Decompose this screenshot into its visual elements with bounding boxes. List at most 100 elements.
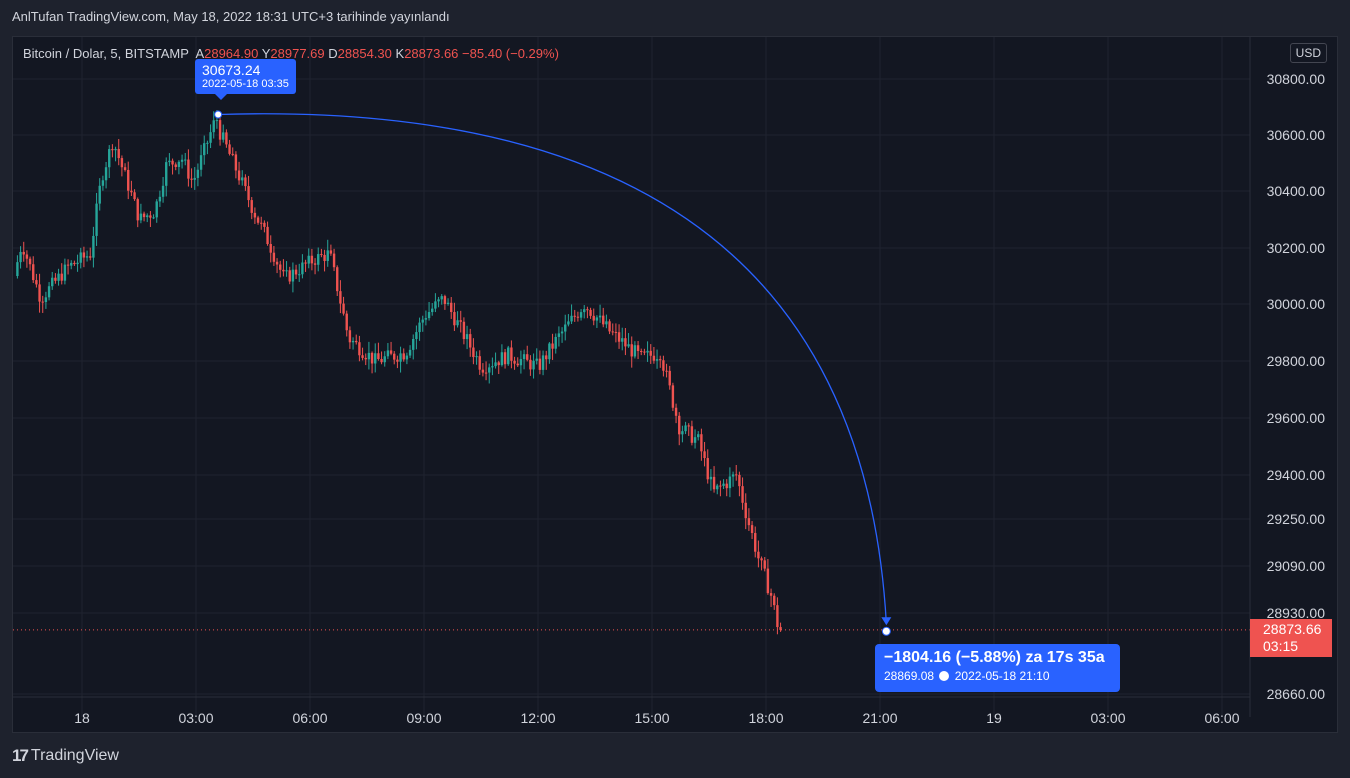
candle-body — [526, 354, 529, 360]
measure-result-box[interactable]: −1804.16 (−5.88%) za 17s 35a 28869.08 20… — [875, 644, 1120, 692]
candle-body — [253, 212, 257, 218]
candle-body — [269, 244, 272, 253]
candle-body — [478, 356, 481, 370]
x-tick-label: 18:00 — [748, 710, 783, 726]
candle-body — [731, 474, 735, 477]
high-price-date: 2022-05-18 03:35 — [202, 78, 289, 91]
candle-body — [275, 261, 279, 265]
candle-body — [399, 353, 402, 362]
candle-body — [165, 162, 168, 186]
candle-body — [60, 273, 63, 281]
candle-body — [649, 350, 652, 356]
y-tick-label: 30400.00 — [1267, 183, 1326, 199]
candle-body — [633, 345, 637, 357]
measure-price: 28869.08 — [884, 669, 935, 683]
tradingview-brand[interactable]: 17 TradingView — [12, 746, 119, 766]
candle-body — [120, 158, 124, 168]
candle-body — [421, 319, 424, 323]
candle-body — [142, 213, 146, 218]
candle-body — [339, 291, 342, 304]
currency-button[interactable]: USD — [1289, 43, 1327, 63]
candle-body — [152, 217, 155, 219]
x-tick-label: 09:00 — [406, 710, 441, 726]
candle-body — [237, 170, 241, 181]
candle-body — [415, 332, 418, 340]
candle-body — [779, 627, 782, 630]
candle-body — [317, 254, 320, 265]
candle-body — [741, 486, 744, 503]
candle-body — [630, 344, 633, 357]
x-tick-label: 06:00 — [292, 710, 327, 726]
x-tick-label: 15:00 — [634, 710, 669, 726]
high-price-label[interactable]: 30673.24 2022-05-18 03:35 — [195, 59, 296, 100]
high-label: Y — [261, 46, 271, 61]
candle-body — [266, 226, 269, 245]
candle-body — [431, 308, 434, 313]
candle-body — [294, 269, 298, 275]
candle-body — [323, 254, 326, 261]
candle-body — [472, 347, 475, 358]
candle-body — [155, 201, 158, 218]
candle-body — [488, 367, 491, 373]
candle-body — [405, 355, 409, 360]
candle-body — [193, 177, 196, 180]
candle-body — [608, 321, 611, 332]
candle-body — [79, 252, 82, 263]
symbol-name[interactable]: Bitcoin / Dolar, 5, BITSTAMP — [23, 46, 189, 61]
candle-body — [592, 315, 595, 321]
candle-body — [41, 301, 44, 303]
chart-pane[interactable]: 30800.00 30600.00 30400.00 30200.00 30000.00… — [12, 36, 1338, 733]
tradingview-logo-icon: 17 — [12, 746, 29, 765]
candle-body — [576, 316, 580, 318]
change-value: −85.40 (−0.29%) — [462, 46, 559, 61]
candle-body — [450, 302, 453, 313]
candle-body — [130, 190, 133, 193]
publish-header: AnlTufan TradingView.com, May 18, 2022 1… — [12, 9, 450, 24]
candle-body — [393, 353, 396, 360]
candle-body — [617, 332, 621, 342]
candle-body — [747, 518, 751, 526]
candle-body — [282, 269, 285, 272]
candle-body — [222, 132, 225, 140]
candle-body — [738, 474, 741, 487]
open-value: 28964.90 — [204, 46, 259, 61]
price-chart[interactable]: 30800.00 30600.00 30400.00 30200.00 30000.00… — [13, 37, 1339, 734]
candle-body — [693, 437, 697, 443]
candle-body — [567, 321, 570, 325]
grid-lines — [13, 37, 1250, 717]
candle-body — [256, 217, 260, 223]
y-tick-label: 28660.00 — [1267, 686, 1326, 702]
candle-body — [351, 340, 355, 343]
candle-body — [443, 296, 447, 304]
x-tick-label: 12:00 — [520, 710, 555, 726]
close-label: K — [395, 46, 405, 61]
candle-body — [687, 425, 690, 427]
candle-body — [171, 160, 174, 165]
candle-body — [244, 177, 247, 187]
candle-body — [500, 352, 504, 366]
candle-body — [589, 309, 592, 316]
candle-body — [712, 476, 716, 490]
candle-body — [535, 358, 538, 361]
x-tick-label: 06:00 — [1204, 710, 1239, 726]
candle-body — [355, 340, 358, 343]
candle-body — [668, 370, 671, 386]
candle-body — [440, 296, 443, 300]
candle-body — [174, 164, 177, 167]
candle-body — [709, 476, 713, 480]
candle-body — [389, 350, 393, 354]
candle-body — [54, 277, 57, 281]
candle-body — [776, 605, 779, 628]
candle-body — [63, 264, 67, 281]
candle-body — [598, 315, 602, 318]
candle-body — [212, 120, 215, 133]
candle-body — [538, 358, 542, 370]
candle-body — [92, 235, 95, 258]
candle-body — [424, 318, 428, 320]
candle-body — [557, 333, 561, 337]
measure-change: −1804.16 (−5.88%) za 17s 35a — [884, 649, 1105, 666]
countdown-value: 03:15 — [1263, 638, 1299, 654]
candle-body — [652, 355, 656, 361]
candle-body — [665, 370, 668, 372]
candle-body — [44, 297, 48, 303]
